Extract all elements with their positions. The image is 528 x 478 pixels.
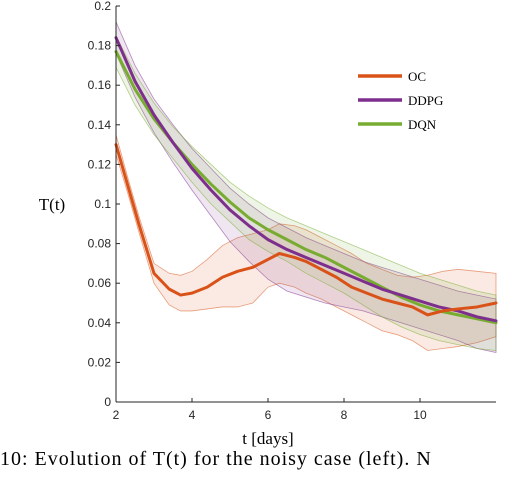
y-tick-label: 0.06 <box>88 276 112 290</box>
y-tick-label: 0.1 <box>94 197 111 211</box>
legend-label-ddpg: DDPG <box>408 93 443 108</box>
legend-label-oc: OC <box>408 69 426 84</box>
legend-label-dqn: DQN <box>408 117 437 132</box>
chart: 0 0.02 0.04 0.06 0.08 0.1 0.12 0.14 0.16 0.18 0.2 2… <box>39 0 498 448</box>
figure-caption: 10: Evolution of T(t) for the noisy case… <box>0 448 432 470</box>
band-ddpg <box>115 21 497 353</box>
band-dqn <box>115 35 497 351</box>
x-tick-label: 6 <box>265 408 272 422</box>
axes: 0 0.02 0.04 0.06 0.08 0.1 0.12 0.14 0.16 0.18 0.2 2… <box>88 0 496 422</box>
x-tick-label: 8 <box>341 408 348 422</box>
legend: OC DDPG DQN <box>358 69 443 132</box>
x-tick-label: 4 <box>189 408 196 422</box>
y-axis-label: T(t) <box>39 195 65 214</box>
y-tick-label: 0.12 <box>88 157 112 171</box>
y-tick-label: 0.02 <box>88 355 112 369</box>
y-tick-label: 0.16 <box>88 78 112 92</box>
confidence-bands <box>115 21 497 353</box>
y-tick-label: 0.18 <box>88 39 112 53</box>
y-tick-label: 0 <box>104 395 111 409</box>
series-lines <box>114 36 498 325</box>
line-oc <box>114 143 498 317</box>
x-tick-label: 10 <box>413 408 427 422</box>
line-ddpg <box>114 36 498 323</box>
x-axis-label: t [days] <box>242 429 293 448</box>
y-tick-label: 0.2 <box>94 0 111 13</box>
y-tick-label: 0.08 <box>88 237 112 251</box>
x-tick-label: 2 <box>113 408 120 422</box>
y-tick-label: 0.14 <box>88 118 112 132</box>
y-tick-label: 0.04 <box>88 316 112 330</box>
